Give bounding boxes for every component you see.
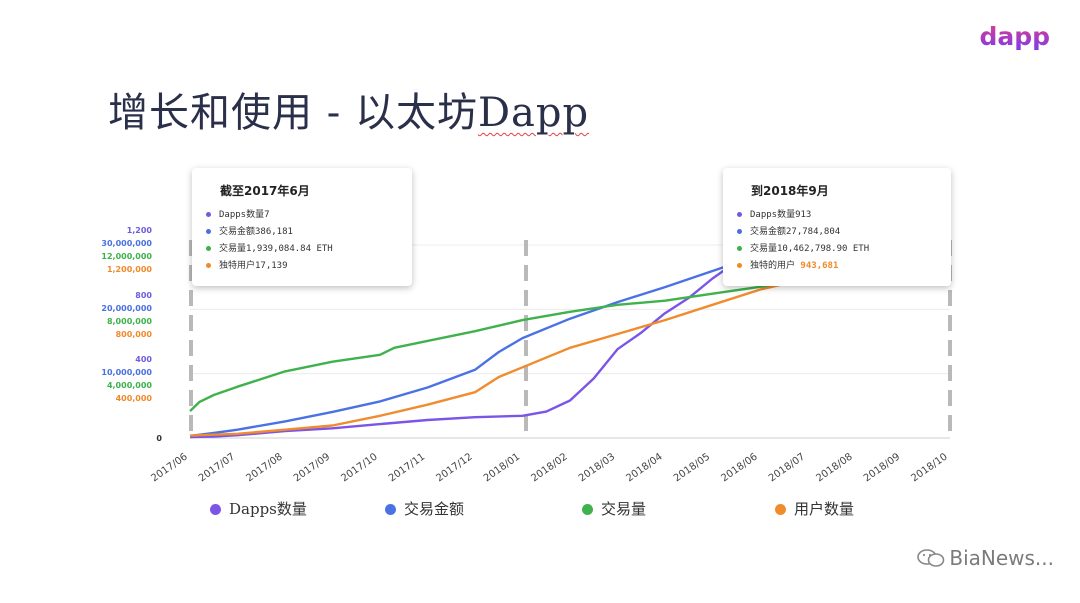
y-tick-label: 800,000 (116, 330, 153, 339)
y-tick-label: 4,000,000 (107, 381, 152, 390)
x-tick-label: 2017/10 (339, 451, 379, 484)
tooltip-row-text: 交易金额27,784,804 (750, 227, 841, 237)
tooltip-row-highlight: 943,681 (795, 261, 839, 271)
x-axis-labels: 2017/06 2017/07 2017/08 2017/09 2017/10 2017/… (149, 451, 949, 484)
tooltip-title: 到2018年9月 (751, 184, 829, 198)
tooltip-row-text: Dapps数量7 (219, 210, 270, 220)
x-tick-label: 2018/08 (814, 451, 854, 484)
x-tick-label: 2018/01 (482, 451, 522, 484)
x-tick-label: 2017/09 (292, 451, 332, 484)
y-tick-label: 1,200 (127, 226, 153, 235)
series-dot-icon (206, 212, 211, 217)
x-tick-label: 2018/04 (624, 451, 664, 484)
tooltip-row-text: 交易量10,462,798.90 ETH (750, 244, 870, 254)
y-tick-label: 12,000,000 (101, 252, 152, 261)
series-dot-icon (737, 229, 742, 234)
chart-legend: Dapps数量 交易金额 交易量 用户数量 (205, 498, 905, 522)
series-dot-icon (737, 263, 742, 268)
tooltip-row-text: 交易量1,939,084.84 ETH (219, 244, 333, 254)
series-dot-icon (206, 229, 211, 234)
series-dot-icon (737, 246, 742, 251)
x-tick-label: 2017/06 (149, 451, 189, 484)
x-tick-label: 2017/07 (197, 451, 237, 484)
tooltip-title: 截至2017年6月 (220, 184, 310, 198)
series-dot-icon (206, 246, 211, 251)
legend-label: Dapps数量 (229, 500, 307, 518)
y-tick-label: 8,000,000 (107, 317, 152, 326)
tooltip-row-text: 交易金额386,181 (219, 227, 293, 237)
y-axis-labels: 1,200 800 400 30,000,000 20,000,000 10,000,00… (101, 226, 162, 443)
legend-item: 用户数量 (775, 498, 854, 519)
tooltip-row: Dapps数量7 (206, 207, 412, 224)
x-tick-label: 2018/07 (767, 451, 807, 484)
tooltip-row: Dapps数量913 (737, 207, 951, 224)
y-tick-label: 20,000,000 (101, 304, 152, 313)
x-tick-label: 2017/08 (244, 451, 284, 484)
legend-item: Dapps数量 (210, 498, 307, 519)
tooltip-2018-09: 到2018年9月 Dapps数量913 交易金额27,784,804 交易量10,4… (723, 168, 951, 286)
tooltip-row: 独特用户17,139 (206, 258, 412, 275)
series-dot-icon (737, 212, 742, 217)
legend-item: 交易量 (582, 498, 646, 519)
tooltip-row: 交易量1,939,084.84 ETH (206, 241, 412, 258)
tooltip-row: 交易金额27,784,804 (737, 224, 951, 241)
x-tick-label: 2018/02 (529, 451, 569, 484)
dapp-logo: dapp (979, 22, 1050, 51)
y-tick-label: 1,200,000 (107, 265, 152, 274)
wechat-icon (917, 549, 945, 567)
legend-dot-icon (775, 504, 786, 515)
y-tick-label: 30,000,000 (101, 239, 152, 248)
x-tick-label: 2017/12 (434, 451, 474, 484)
watermark: BiaNews... (917, 546, 1054, 570)
tooltip-row-text: Dapps数量913 (750, 210, 812, 220)
x-tick-label: 2018/03 (577, 451, 617, 484)
tooltip-row-text: 独特用户17,139 (219, 261, 288, 271)
x-tick-label: 2018/10 (909, 451, 949, 484)
x-tick-label: 2017/11 (387, 451, 427, 484)
x-tick-label: 2018/09 (862, 451, 902, 484)
y-tick-label: 400,000 (116, 394, 153, 403)
y-tick-label: 400 (135, 355, 152, 364)
y-tick-label: 800 (135, 291, 152, 300)
tooltip-row-text: 独特的用户 (750, 261, 796, 271)
tooltip-row: 交易金额386,181 (206, 224, 412, 241)
legend-label: 用户数量 (794, 500, 855, 518)
tooltip-2017-06: 截至2017年6月 Dapps数量7 交易金额386,181 交易量1,939,08… (192, 168, 412, 286)
y-tick-label: 10,000,000 (101, 368, 152, 377)
legend-item: 交易金额 (385, 498, 464, 519)
x-tick-label: 2018/05 (672, 451, 712, 484)
legend-dot-icon (582, 504, 593, 515)
tooltip-row: 独特的用户 943,681 (737, 258, 951, 275)
legend-label: 交易金额 (404, 500, 465, 518)
legend-dot-icon (385, 504, 396, 515)
y-zero-label: 0 (156, 434, 162, 443)
tooltip-row: 交易量10,462,798.90 ETH (737, 241, 951, 258)
x-tick-label: 2018/06 (719, 451, 759, 484)
series-dot-icon (206, 263, 211, 268)
legend-label: 交易量 (601, 500, 647, 518)
legend-dot-icon (210, 504, 221, 515)
page-title: 增长和使用 - 以太坊Dapp (108, 90, 590, 136)
